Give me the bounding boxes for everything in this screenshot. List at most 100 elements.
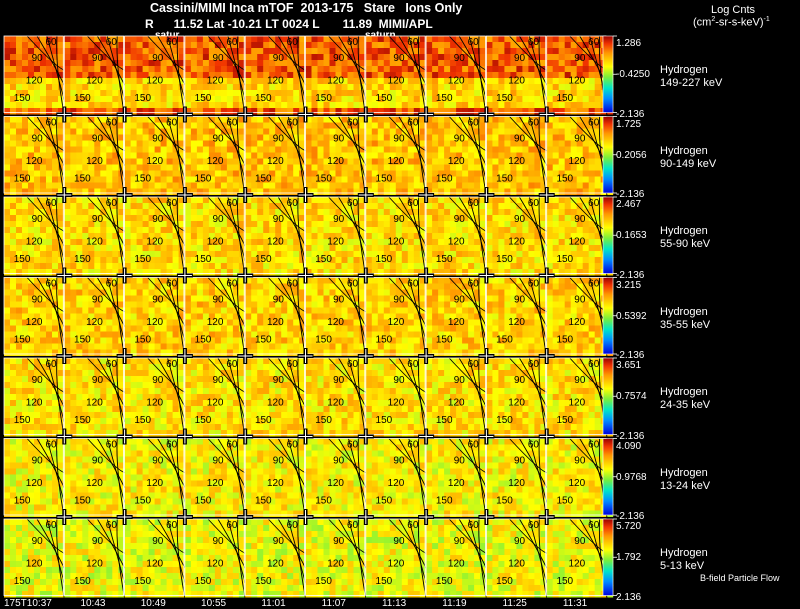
cross-marker <box>418 348 435 364</box>
contour-line <box>528 35 548 101</box>
colorbar-min-label: -2.136 <box>616 189 645 200</box>
contour-line <box>56 277 65 357</box>
contour-line <box>478 518 487 599</box>
panel-border <box>124 277 185 355</box>
contour-label: 150 <box>496 174 513 185</box>
contour-line <box>418 438 427 518</box>
contour-label: 120 <box>569 397 586 408</box>
time-tick-label: 11:31 <box>562 598 588 609</box>
contour-line <box>528 277 548 342</box>
contour-label: 60 <box>407 118 419 129</box>
contour-label: 150 <box>255 174 272 185</box>
contour-label: 60 <box>287 359 299 370</box>
contour-label: 90 <box>574 456 586 467</box>
contour-line <box>157 116 186 166</box>
species-label: Hydrogen <box>660 144 708 157</box>
colorbar-mid-label: 0.1653 <box>616 230 647 242</box>
contour-line <box>36 438 65 488</box>
contour-label: 90 <box>152 214 164 225</box>
contour-line <box>458 518 487 569</box>
panel-border <box>124 357 185 435</box>
contour-label: 120 <box>448 75 465 86</box>
panel-border <box>63 35 125 113</box>
panel-border <box>184 35 245 113</box>
cross-marker <box>297 267 314 284</box>
chart-title: Cassini/MIMI Inca mTOF 2013-175 Stare Io… <box>150 1 463 15</box>
panel-border <box>3 438 64 516</box>
contour-label: 90 <box>92 53 104 64</box>
contour-label: 150 <box>436 335 453 346</box>
contour-line <box>478 116 487 196</box>
contour-label: 60 <box>166 37 178 48</box>
contour-label: 150 <box>496 93 513 104</box>
contour-line <box>277 518 306 569</box>
contour-line <box>106 116 126 181</box>
contour-label: 60 <box>287 37 299 48</box>
contour-line <box>157 277 186 327</box>
contour-label: 90 <box>152 295 164 306</box>
contour-line <box>116 438 126 518</box>
contour-line <box>408 116 427 181</box>
contour-label: 120 <box>267 156 284 167</box>
units-line-1: Log Cnts <box>711 4 756 16</box>
contour-line <box>217 116 246 166</box>
contour-label: 60 <box>468 520 480 531</box>
cross-marker <box>418 267 435 284</box>
contour-label: 90 <box>273 134 285 145</box>
panel-border <box>3 277 64 355</box>
contour-line <box>528 518 548 584</box>
contour-label: 60 <box>106 359 118 370</box>
contour-label: 120 <box>388 558 405 569</box>
contour-label: 90 <box>32 134 44 145</box>
contour-line <box>297 438 306 518</box>
contour-label: 60 <box>528 118 540 129</box>
contour-label: 150 <box>436 254 453 265</box>
contour-label: 150 <box>315 254 332 265</box>
contour-label: 150 <box>556 93 573 104</box>
contour-label: 60 <box>166 359 178 370</box>
contour-line <box>176 357 186 438</box>
energy-channel-label: Hydrogen 5-13 keV <box>660 547 708 573</box>
contour-label: 150 <box>74 174 91 185</box>
contour-label: 150 <box>195 576 212 587</box>
contour-label: 150 <box>14 93 31 104</box>
contour-line <box>338 35 367 86</box>
cross-marker <box>478 348 495 364</box>
time-tick-label: 11:01 <box>261 598 286 609</box>
species-label: Hydrogen <box>660 386 708 398</box>
contour-label: 150 <box>14 335 31 346</box>
contour-label: 120 <box>448 156 465 167</box>
contour-line <box>217 196 246 247</box>
contour-line <box>418 116 427 196</box>
contour-label: 120 <box>267 478 284 489</box>
contour-line <box>56 438 65 518</box>
contour-line <box>36 116 65 166</box>
contour-line <box>408 196 427 262</box>
panel-border <box>425 116 486 194</box>
contour-label: 150 <box>195 496 212 507</box>
contour-line <box>167 277 186 342</box>
contour-line <box>46 35 65 101</box>
panel-border <box>365 518 426 596</box>
panel-border <box>63 196 125 274</box>
contour-label: 120 <box>448 558 465 569</box>
panel-border <box>244 196 305 274</box>
contour-label: 90 <box>213 53 225 64</box>
time-tick-label: 175T10:37 <box>4 598 52 609</box>
panel-border <box>305 438 366 516</box>
cross-marker <box>116 509 133 525</box>
contour-label: 120 <box>327 478 344 489</box>
contour-label: 90 <box>213 214 225 225</box>
contour-line <box>538 438 548 518</box>
contour-line <box>538 277 548 357</box>
contour-line <box>297 277 306 357</box>
colorbar-min-label: -2.136 <box>616 108 645 120</box>
energy-range-label: 149-227 keV <box>660 77 723 89</box>
